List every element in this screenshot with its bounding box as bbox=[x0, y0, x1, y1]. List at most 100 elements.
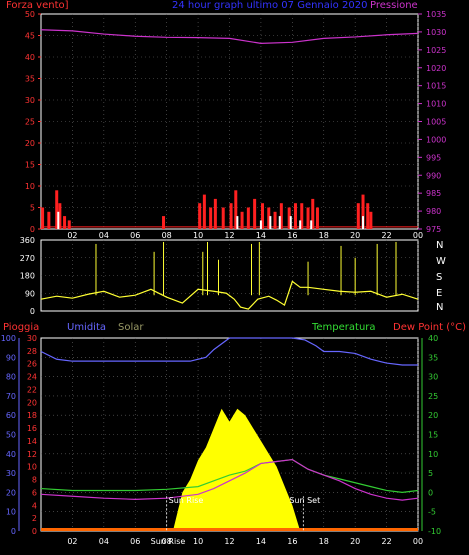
wind-bar bbox=[58, 203, 62, 229]
wind-bar bbox=[293, 203, 297, 229]
x-tick: 06 bbox=[130, 231, 140, 240]
gust-bar bbox=[57, 211, 60, 229]
temp-y-tick: 35 bbox=[428, 353, 438, 362]
wind-bar bbox=[41, 207, 45, 229]
wind-bar bbox=[369, 211, 373, 229]
header-wind-label: Forza vento] bbox=[6, 0, 69, 11]
compass-w: W bbox=[436, 256, 446, 267]
gust-bar bbox=[236, 216, 239, 229]
gust-bar bbox=[299, 220, 302, 229]
header-pressure-label: Pressione bbox=[370, 0, 418, 11]
temp-y-tick: 15 bbox=[428, 431, 438, 440]
pressure-y-tick: 980 bbox=[426, 207, 441, 216]
gust-bar bbox=[289, 216, 292, 229]
direction-y-tick: 0 bbox=[30, 307, 35, 316]
x-tick-bottom: 06 bbox=[130, 537, 140, 546]
x-tick-bottom: 20 bbox=[350, 537, 360, 546]
rain-y-tick: 0 bbox=[32, 527, 37, 536]
rain-y-tick: 18 bbox=[27, 411, 37, 420]
wind-bar bbox=[202, 194, 206, 229]
x-tick-bottom: 16 bbox=[287, 537, 297, 546]
rain-y-tick: 6 bbox=[32, 488, 37, 497]
pressure-y-tick: 1020 bbox=[426, 64, 446, 73]
direction-y-tick: 90 bbox=[25, 289, 35, 298]
rain-y-tick: 24 bbox=[27, 373, 37, 382]
direction-y-tick: 360 bbox=[20, 236, 35, 245]
rain-y-tick: 16 bbox=[27, 424, 37, 433]
wind-bar bbox=[229, 203, 233, 229]
wind-bar bbox=[47, 211, 51, 229]
pressure-y-tick: 1015 bbox=[426, 82, 446, 91]
pressure-y-tick: 1035 bbox=[426, 10, 446, 19]
x-tick-bottom: 12 bbox=[224, 537, 234, 546]
wind-y-tick: 25 bbox=[25, 118, 35, 127]
wind-bar bbox=[300, 203, 304, 229]
temp-y-tick: -10 bbox=[428, 527, 441, 536]
temp-y-tick: 30 bbox=[428, 373, 438, 382]
wind-y-tick: 40 bbox=[25, 53, 35, 62]
wind-y-tick: 45 bbox=[25, 32, 35, 41]
humidity-y-tick: 30 bbox=[6, 469, 16, 478]
rain-y-tick: 26 bbox=[27, 360, 37, 369]
x-tick: 16 bbox=[287, 231, 297, 240]
wind-y-tick: 10 bbox=[25, 182, 35, 191]
humidity-y-tick: 60 bbox=[6, 411, 16, 420]
gust-bar bbox=[259, 220, 262, 229]
wind-bar bbox=[366, 203, 370, 229]
x-tick-bottom: 10 bbox=[193, 537, 203, 546]
pressure-line bbox=[40, 29, 419, 44]
humidity-y-tick: 70 bbox=[6, 392, 16, 401]
temp-y-tick: 5 bbox=[428, 469, 433, 478]
wind-bar bbox=[273, 211, 277, 229]
rain-baseline bbox=[41, 528, 418, 531]
pressure-y-tick: 1000 bbox=[426, 135, 446, 144]
pressure-y-tick: 985 bbox=[426, 189, 441, 198]
wind-bar bbox=[279, 203, 283, 229]
temp-y-tick: 25 bbox=[428, 392, 438, 401]
rain-y-tick: 30 bbox=[27, 334, 37, 343]
wind-y-tick: 0 bbox=[30, 225, 35, 234]
wind-bar bbox=[162, 216, 166, 229]
sunrise-axis-label: Sun Rise bbox=[151, 537, 186, 546]
temp-y-tick: 40 bbox=[428, 334, 438, 343]
x-tick: 20 bbox=[350, 231, 360, 240]
wind-bar bbox=[213, 198, 217, 229]
dewpoint-line bbox=[40, 458, 419, 501]
pressure-y-tick: 1025 bbox=[426, 46, 446, 55]
wind-bar bbox=[253, 198, 257, 229]
dewpoint-label: Dew Point (°C) bbox=[393, 322, 467, 333]
compass-s: S bbox=[436, 272, 443, 283]
wind-y-tick: 35 bbox=[25, 75, 35, 84]
humidity-y-tick: 0 bbox=[11, 527, 16, 536]
wind-bar bbox=[246, 207, 250, 229]
rain-y-tick: 20 bbox=[27, 398, 37, 407]
temp-y-tick: 0 bbox=[428, 488, 433, 497]
temp-y-tick: -5 bbox=[428, 508, 436, 517]
x-tick-bottom: 14 bbox=[256, 537, 266, 546]
x-tick: 08 bbox=[162, 231, 172, 240]
wind-y-tick: 30 bbox=[25, 96, 35, 105]
pressure-y-tick: 990 bbox=[426, 171, 441, 180]
direction-y-tick: 180 bbox=[20, 272, 35, 281]
wind-bar bbox=[63, 216, 67, 229]
temperature-label: Temperatura bbox=[312, 322, 376, 333]
wind-bar bbox=[209, 207, 213, 229]
humidity-y-tick: 40 bbox=[6, 450, 16, 459]
humidity-label: Umidita bbox=[67, 322, 107, 333]
gust-bar bbox=[278, 216, 281, 229]
sunset-label: Sun Set bbox=[289, 496, 320, 505]
wind-y-tick: 50 bbox=[25, 10, 35, 19]
wind-bar bbox=[240, 211, 244, 229]
x-tick-bottom: 04 bbox=[99, 537, 109, 546]
x-tick: 10 bbox=[193, 231, 203, 240]
rain-label: Pioggia bbox=[3, 322, 40, 333]
wind-bar bbox=[260, 203, 264, 229]
wind-bar bbox=[311, 198, 315, 229]
wind-bar bbox=[67, 220, 71, 229]
x-tick: 12 bbox=[224, 231, 234, 240]
humidity-y-tick: 90 bbox=[6, 353, 16, 362]
gust-bar bbox=[362, 216, 365, 229]
rain-y-tick: 2 bbox=[32, 514, 37, 523]
wind-bar bbox=[356, 203, 360, 229]
